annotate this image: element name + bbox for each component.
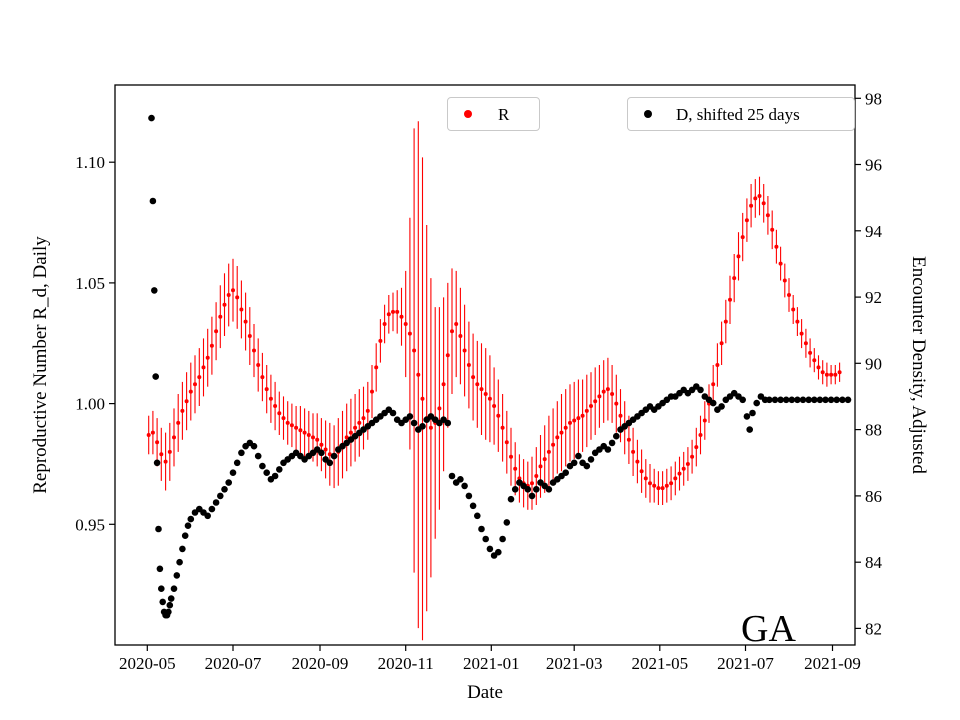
y-right-tick-label: 82: [865, 619, 882, 638]
legend-r: R: [447, 97, 540, 131]
y-left-axis-title: Reproductive Number R_d, Daily: [30, 236, 51, 494]
plot-frame: [114, 84, 856, 646]
d-series: [148, 114, 852, 619]
y-right-tick-label: 86: [865, 487, 882, 506]
y-right-tick-label: 88: [865, 421, 882, 440]
x-axis-title: Date: [467, 682, 503, 703]
x-tick-label: 2021-09: [804, 654, 861, 673]
y-left-tick-label: 1.10: [75, 153, 105, 172]
state-watermark: GA: [741, 608, 796, 650]
y-right-tick-label: 94: [865, 222, 883, 241]
x-tick-label: 2020-09: [292, 654, 349, 673]
x-tick-label: 2020-05: [119, 654, 176, 673]
y-left-tick-label: 1.00: [75, 395, 105, 414]
x-tick-label: 2020-07: [205, 654, 262, 673]
y-right-tick-label: 90: [865, 354, 882, 373]
y-right-tick-label: 98: [865, 89, 882, 108]
x-tick-label: 2020-11: [378, 654, 434, 673]
x-tick-label: 2021-07: [717, 654, 774, 673]
x-axis-ticks: 2020-05 2020-07 2020-09 2020-11 2021-01 2021-…: [119, 645, 861, 673]
legend-r-label: R: [498, 104, 510, 124]
r-marker-icon: [464, 110, 472, 118]
x-tick-label: 2021-05: [631, 654, 688, 673]
y-right-axis-title: Encounter Density, Adjusted: [908, 256, 929, 474]
x-tick-label: 2021-01: [463, 654, 520, 673]
y-left-ticks: 0.95 1.00 1.05 1.10: [75, 153, 115, 534]
y-left-tick-label: 1.05: [75, 274, 105, 293]
d-marker-icon: [644, 110, 652, 118]
legend-d-label: D, shifted 25 days: [676, 104, 800, 124]
x-tick-label: 2021-03: [546, 654, 603, 673]
y-left-tick-label: 0.95: [75, 515, 105, 534]
y-right-tick-label: 96: [865, 156, 882, 175]
legend-d: D, shifted 25 days: [627, 97, 855, 131]
r-series: [146, 121, 842, 641]
y-right-tick-label: 84: [865, 553, 883, 572]
y-right-ticks: 82 84 86 88 90 92 94 96 98: [855, 89, 883, 638]
y-right-tick-label: 92: [865, 288, 882, 307]
